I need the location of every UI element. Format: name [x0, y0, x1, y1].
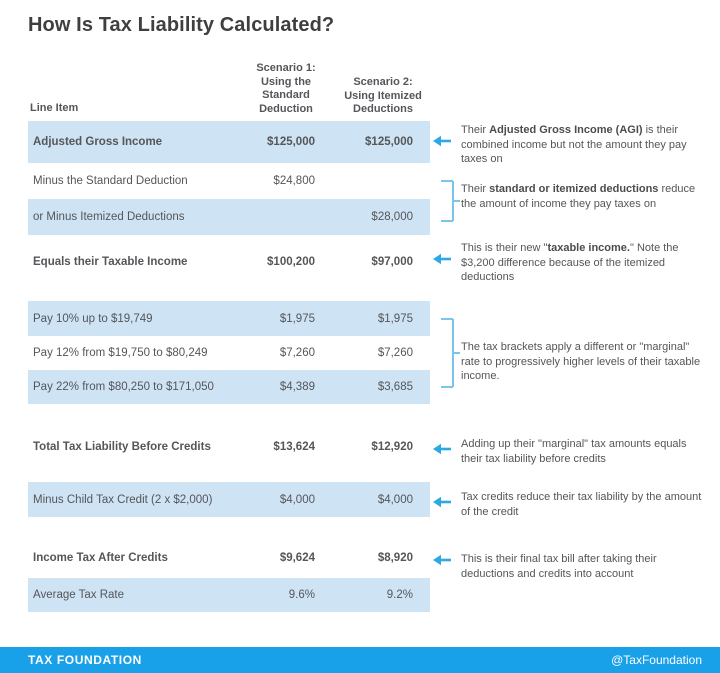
- row-label: Pay 22% from $80,250 to $171,050: [33, 381, 214, 393]
- scenario2-value: 9.2%: [386, 589, 413, 601]
- scenario1-value: $9,624: [279, 552, 315, 564]
- annotation-text: Tax credits reduce their tax liability b…: [461, 491, 702, 518]
- annotation-tax-brackets: The tax brackets apply a different or "m…: [461, 340, 701, 384]
- row-label: Total Tax Liability Before Credits: [33, 441, 211, 453]
- table-row: Minus the Standard Deduction $24,800: [28, 163, 430, 199]
- annotation-deductions: Their standard or itemized deductions re…: [461, 182, 701, 211]
- table-row: Equals their Taxable Income $100,200 $97…: [28, 245, 430, 279]
- row-label: Adjusted Gross Income: [33, 136, 163, 148]
- twitter-handle: @TaxFoundation: [611, 653, 702, 667]
- annotation-final-tax-bill: This is their final tax bill after takin…: [461, 552, 711, 581]
- table-row: Pay 12% from $19,750 to $80,249 $7,260 $…: [28, 336, 430, 370]
- scenario1-value: $1,975: [279, 312, 315, 325]
- annotation-text: " Note the $3,200 difference because of …: [461, 242, 679, 283]
- scenario2-value: $125,000: [365, 136, 413, 148]
- annotation-text: This is their final tax bill after takin…: [461, 553, 657, 580]
- scenario1-value: $100,200: [267, 256, 315, 268]
- scenario1-value: 9.6%: [288, 589, 315, 601]
- scenario1-value: $13,624: [273, 441, 315, 453]
- annotation-text: Adding up their "marginal" tax amounts e…: [461, 438, 687, 465]
- tax-table: Adjusted Gross Income $125,000 $125,000 …: [28, 121, 430, 612]
- row-label: Minus the Standard Deduction: [33, 175, 188, 187]
- scenario1-value: $4,389: [279, 381, 315, 393]
- annotation-text: reduce the amount of income they pay tax…: [461, 183, 696, 210]
- row-label: Average Tax Rate: [33, 589, 124, 601]
- annotation-text: The tax brackets apply a different or "m…: [461, 341, 701, 382]
- annotation-text: Their: [461, 124, 490, 136]
- row-label: Income Tax After Credits: [33, 552, 168, 564]
- scenario1-value: $7,260: [279, 347, 315, 359]
- left-arrow-icon: [432, 134, 452, 152]
- table-row: Pay 22% from $80,250 to $171,050 $4,389 …: [28, 370, 430, 404]
- scenario2-value: $12,920: [371, 441, 413, 453]
- scenario1-value: $4,000: [279, 493, 315, 506]
- annotation-text: This is their new ": [461, 242, 548, 254]
- column-header-line-item: Line Item: [30, 102, 79, 114]
- scenario2-value: $3,685: [377, 381, 413, 393]
- table-row: or Minus Itemized Deductions $28,000: [28, 199, 430, 235]
- annotation-agi: Their Adjusted Gross Income (AGI) is the…: [461, 123, 701, 167]
- scenario2-value: $1,975: [377, 312, 413, 325]
- left-arrow-icon: [432, 442, 452, 460]
- scenario2-value: $7,260: [377, 347, 413, 359]
- annotation-text: is their combined income but not the amo…: [461, 124, 687, 165]
- table-row: Adjusted Gross Income $125,000 $125,000: [28, 121, 430, 163]
- annotation-bold-text: Adjusted Gross Income (AGI): [489, 124, 643, 136]
- annotation-taxable-income: This is their new "taxable income." Note…: [461, 241, 705, 285]
- scenario1-value: $24,800: [273, 175, 315, 187]
- scenario2-value: $4,000: [377, 493, 413, 506]
- footer-bar: TAX FOUNDATION @TaxFoundation: [0, 647, 720, 673]
- annotation-bold-text: standard or itemized deductions: [489, 183, 659, 195]
- row-label: Equals their Taxable Income: [33, 256, 188, 268]
- scenario2-value: $28,000: [371, 211, 413, 223]
- table-row: Pay 10% up to $19,749 $1,975 $1,975: [28, 301, 430, 336]
- row-label: Pay 10% up to $19,749: [33, 312, 153, 325]
- bracket-connector-icon: [438, 317, 462, 394]
- annotation-bold-text: taxable income.: [547, 242, 630, 254]
- left-arrow-icon: [432, 252, 452, 270]
- table-row: Average Tax Rate 9.6% 9.2%: [28, 578, 430, 612]
- scenario1-value: $125,000: [267, 136, 315, 148]
- bracket-connector-icon: [438, 179, 462, 228]
- row-label: or Minus Itemized Deductions: [33, 211, 185, 223]
- annotation-marginal-totals: Adding up their "marginal" tax amounts e…: [461, 437, 707, 466]
- column-header-scenario-2: Scenario 2: Using Itemized Deductions: [344, 76, 422, 115]
- scenario2-value: $97,000: [371, 256, 413, 268]
- left-arrow-icon: [432, 553, 452, 571]
- table-row: Income Tax After Credits $9,624 $8,920: [28, 543, 430, 573]
- row-label: Pay 12% from $19,750 to $80,249: [33, 347, 208, 359]
- column-header-scenario-1: Scenario 1: Using the Standard Deduction: [256, 62, 316, 115]
- left-arrow-icon: [432, 495, 452, 513]
- scenario2-value: $8,920: [377, 552, 413, 564]
- annotation-text: Their: [461, 183, 490, 195]
- page-title: How Is Tax Liability Calculated?: [28, 14, 335, 36]
- annotation-tax-credits: Tax credits reduce their tax liability b…: [461, 490, 705, 519]
- table-row: Minus Child Tax Credit (2 x $2,000) $4,0…: [28, 482, 430, 517]
- brand-name: TAX FOUNDATION: [28, 653, 142, 667]
- table-row: Total Tax Liability Before Credits $13,6…: [28, 432, 430, 462]
- row-label: Minus Child Tax Credit (2 x $2,000): [33, 493, 213, 506]
